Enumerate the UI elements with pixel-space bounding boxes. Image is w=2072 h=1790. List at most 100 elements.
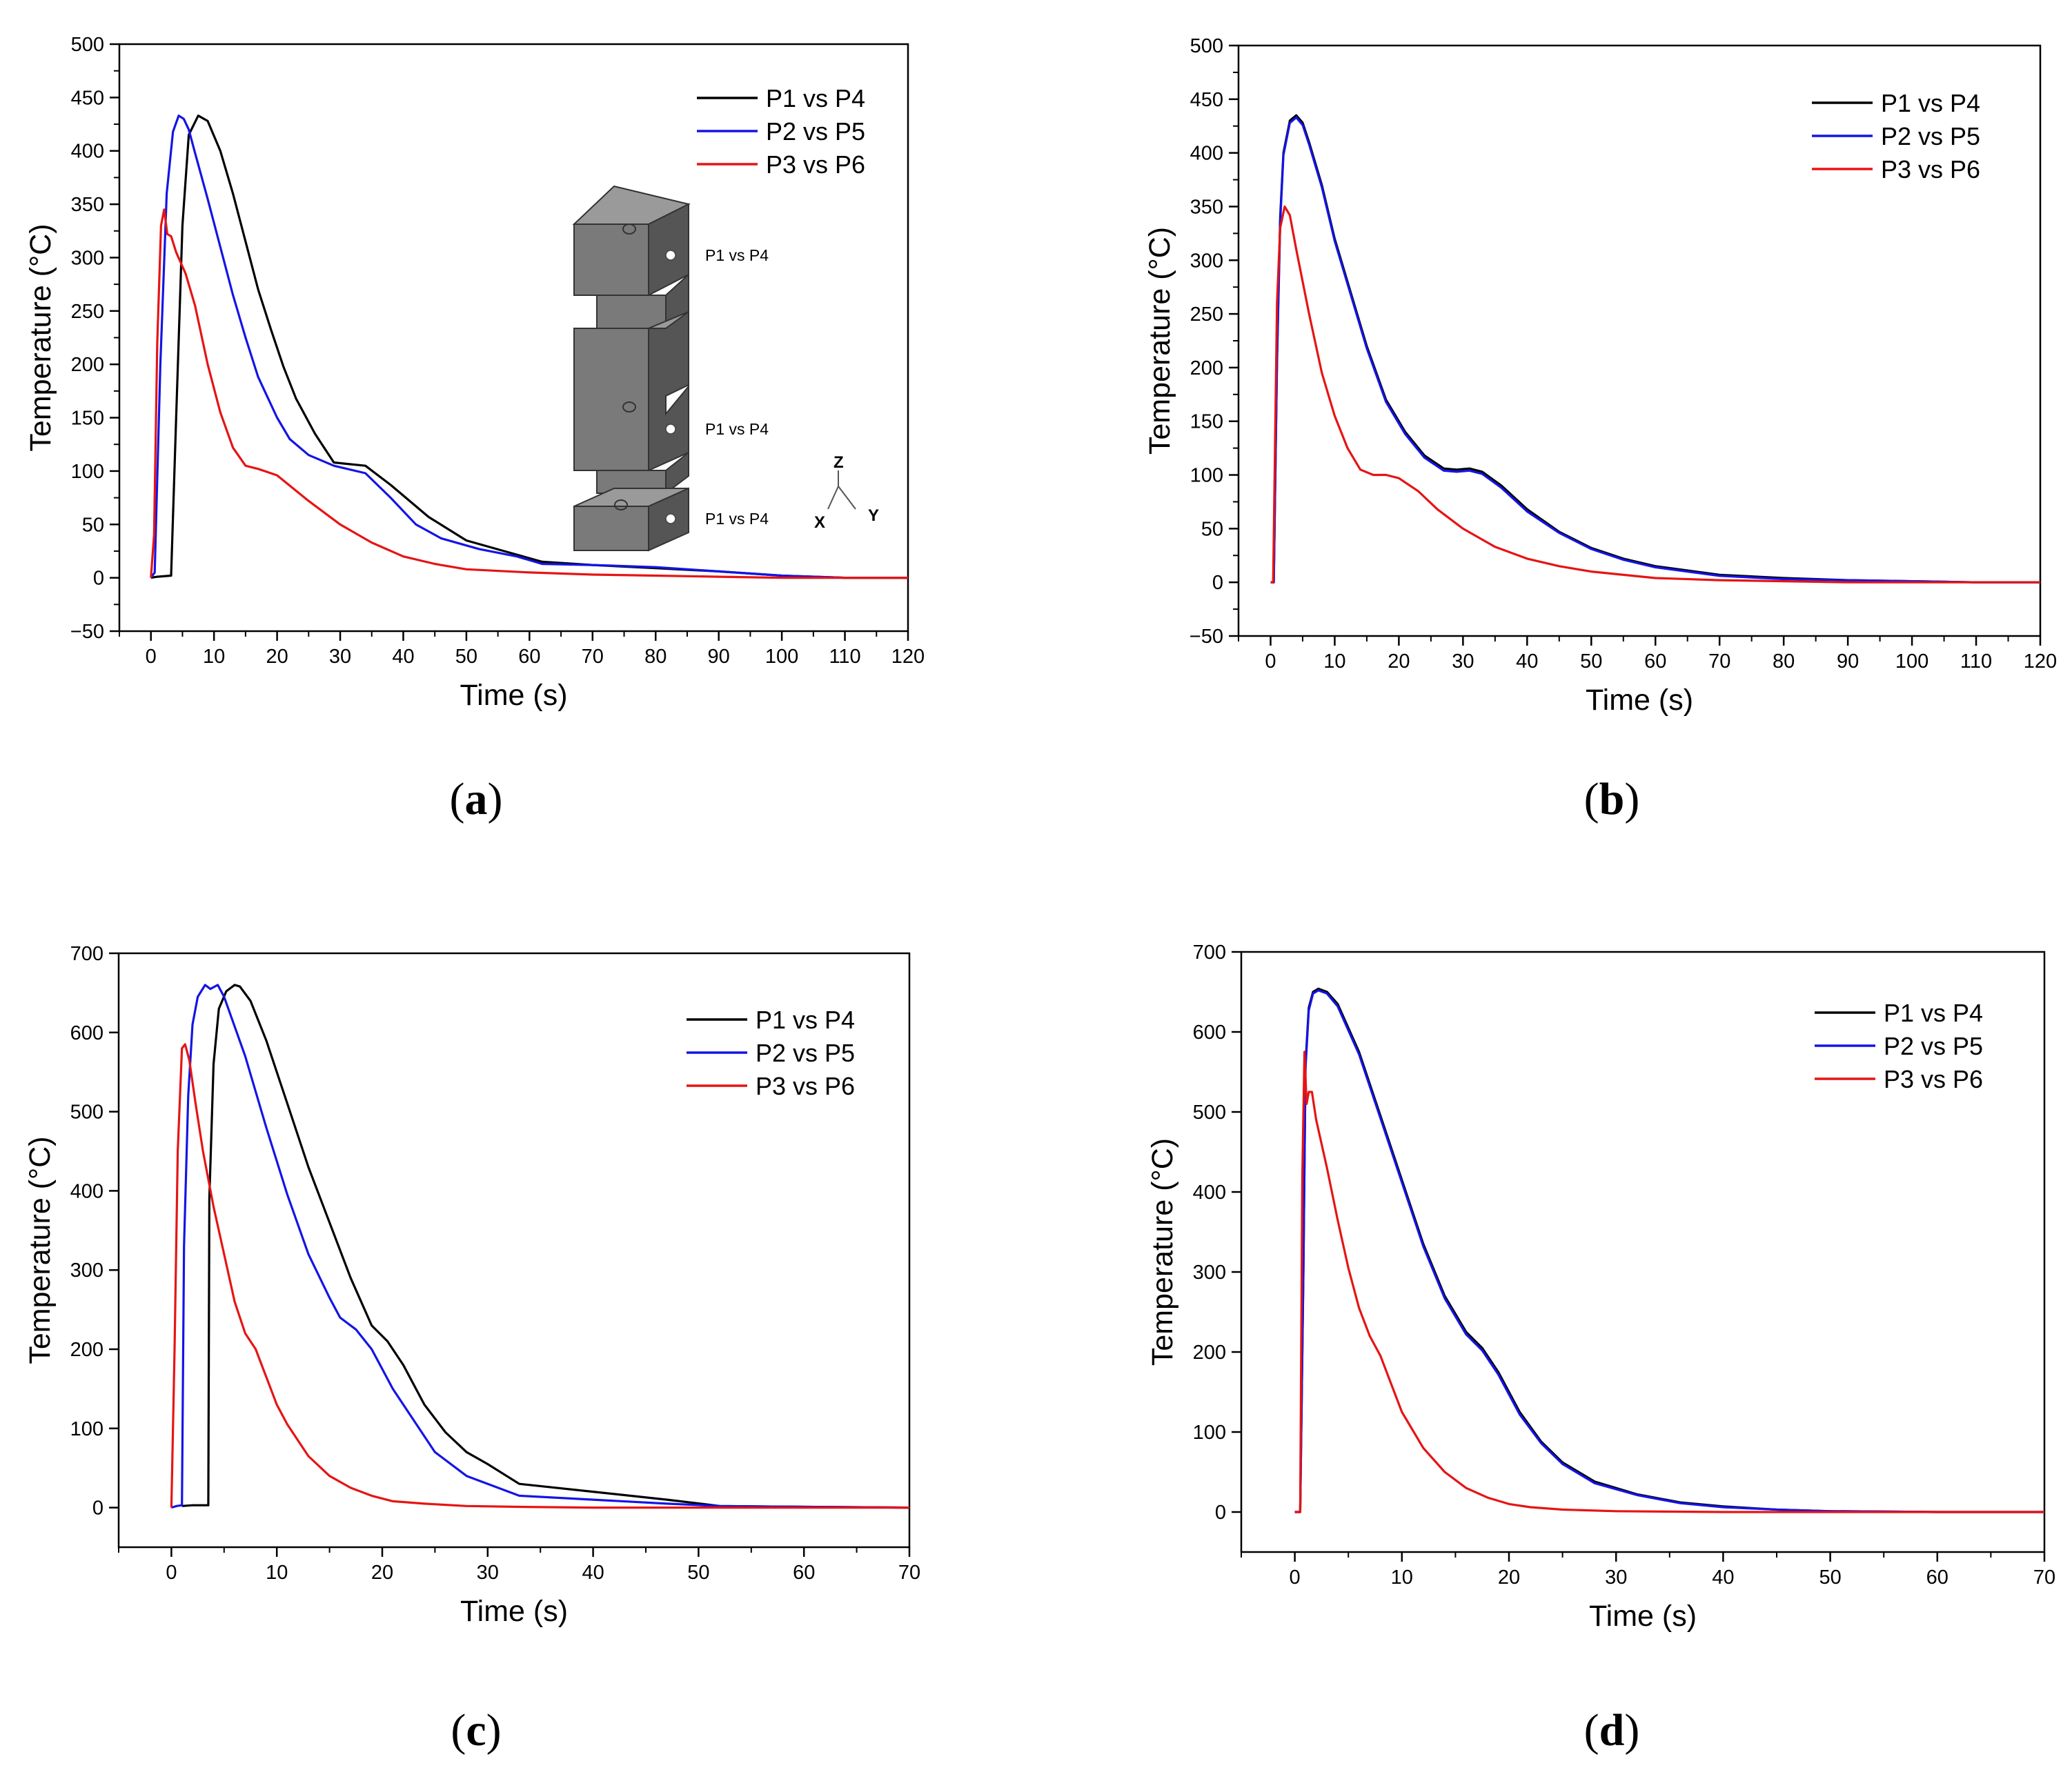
x-tick-label: 70 <box>898 1562 920 1584</box>
measurement-point <box>665 250 676 261</box>
x-tick-label: 120 <box>891 646 925 668</box>
y-tick-label: 400 <box>70 1180 103 1202</box>
y-tick-label: 100 <box>1193 1422 1226 1444</box>
inset-point-label: P1 vs P4 <box>705 246 769 264</box>
y-tick-label: −50 <box>70 621 104 643</box>
x-tick-label: 40 <box>1516 650 1538 673</box>
x-tick-label: 30 <box>1605 1567 1627 1589</box>
x-tick-label: 60 <box>1926 1567 1948 1589</box>
specimen-face <box>573 328 649 471</box>
specimen-face <box>648 311 689 329</box>
legend-label: P1 vs P4 <box>1884 999 1983 1027</box>
specimen-face <box>648 310 689 472</box>
triad-y-label: Y <box>868 506 879 525</box>
y-axis-label: Temperature (°C) <box>1146 1138 1179 1366</box>
y-axis-label: Temperature (°C) <box>1143 227 1176 455</box>
x-tick-label: 0 <box>166 1562 177 1584</box>
legend-label: P2 vs P5 <box>1881 122 1980 150</box>
y-axis-label: Temperature (°C) <box>24 223 57 451</box>
y-tick-label: 450 <box>1190 89 1223 111</box>
x-tick-label: 60 <box>793 1562 815 1584</box>
x-axis-label: Time (s) <box>1589 1600 1697 1633</box>
y-tick-label: 0 <box>1212 572 1223 594</box>
triad-x-label: X <box>814 513 825 532</box>
x-tick-label: 40 <box>582 1562 604 1584</box>
triad-z-label: Z <box>833 453 844 472</box>
specimen-face <box>573 223 649 296</box>
series-line-p3-vs-p6 <box>170 1043 909 1509</box>
y-tick-label: 200 <box>1190 357 1223 379</box>
y-tick-label: 400 <box>1193 1182 1226 1204</box>
series-line-p2-vs-p5 <box>1270 116 2040 584</box>
chart-panel-d: 0 10 20 30 40 50 60 700100200300400500600700Tim… <box>1146 942 2055 1756</box>
specimen-face <box>573 506 649 551</box>
y-tick-label: 500 <box>71 34 104 56</box>
y-tick-label: 700 <box>70 943 103 965</box>
y-tick-label: 100 <box>71 461 104 483</box>
legend-label: P3 vs P6 <box>766 150 865 179</box>
x-tick-label: 30 <box>477 1562 499 1584</box>
x-tick-label: 10 <box>1323 650 1345 673</box>
y-tick-label: 500 <box>1190 35 1223 57</box>
x-axis-label: Time (s) <box>460 679 567 712</box>
chart-panel-c: 0 10 20 30 40 50 60 700100200300400500600700Tim… <box>23 943 920 1756</box>
y-tick-label: 150 <box>1190 411 1223 433</box>
y-tick-label: 600 <box>70 1022 103 1044</box>
x-tick-label: 40 <box>392 646 414 668</box>
x-tick-label: 70 <box>582 646 604 668</box>
x-tick-label: 110 <box>1960 650 1992 673</box>
y-tick-label: 400 <box>1190 143 1223 165</box>
legend-label: P3 vs P6 <box>1884 1065 1983 1093</box>
series-line-p2-vs-p5 <box>1294 989 2044 1513</box>
y-tick-label: 450 <box>71 87 104 109</box>
x-tick-label: 90 <box>708 646 730 668</box>
x-tick-label: 50 <box>455 646 477 668</box>
y-tick-label: 350 <box>71 194 104 216</box>
series-line-p2-vs-p5 <box>170 984 909 1509</box>
x-tick-label: 20 <box>1498 1567 1520 1589</box>
y-tick-label: 300 <box>1190 250 1223 272</box>
y-tick-label: 250 <box>71 301 104 323</box>
y-tick-label: 0 <box>93 568 104 590</box>
y-tick-label: 200 <box>1193 1342 1226 1364</box>
y-tick-label: 400 <box>71 141 104 163</box>
y-axis-label: Temperature (°C) <box>23 1136 57 1364</box>
y-tick-label: 200 <box>71 354 104 376</box>
triad-x-axis <box>827 486 839 510</box>
x-axis-label: Time (s) <box>460 1595 568 1628</box>
y-tick-label: 500 <box>70 1102 103 1124</box>
x-tick-label: 70 <box>1708 650 1730 673</box>
x-tick-label: 50 <box>1819 1567 1841 1589</box>
y-tick-label: 300 <box>1193 1262 1226 1284</box>
x-tick-label: 80 <box>1773 650 1795 673</box>
hole-marker <box>622 401 636 412</box>
legend-label: P2 vs P5 <box>766 117 865 146</box>
x-tick-label: 10 <box>266 1562 288 1584</box>
inset-point-label: P1 vs P4 <box>705 510 769 528</box>
triad-y-axis <box>838 486 856 510</box>
x-tick-label: 110 <box>829 646 860 668</box>
x-tick-label: 20 <box>1388 650 1410 673</box>
series-line-p1-vs-p4 <box>150 115 908 579</box>
x-tick-label: 0 <box>1290 1567 1301 1589</box>
x-tick-label: 60 <box>518 646 540 668</box>
x-tick-label: 100 <box>765 646 798 668</box>
series-line-p1-vs-p4 <box>1270 114 2040 584</box>
y-tick-label: 0 <box>92 1498 103 1520</box>
specimen-inset: P1 vs P4 P1 vs P4 P1 vs P4 Z X Y <box>572 185 879 552</box>
y-tick-label: 500 <box>1193 1102 1226 1124</box>
legend-label: P2 vs P5 <box>1884 1032 1983 1060</box>
series-line-p1-vs-p4 <box>181 984 909 1509</box>
hole-marker <box>614 499 628 510</box>
y-tick-label: 600 <box>1193 1022 1226 1044</box>
chart-panel-b: 0 10 20 30 40 50 60 70 80 90 100 110 120 −50 0 50 100 150… <box>1143 35 2057 824</box>
x-tick-label: 20 <box>266 646 288 668</box>
y-tick-label: 100 <box>70 1418 103 1440</box>
panel-caption: (c) <box>451 1705 501 1756</box>
y-tick-label: 350 <box>1190 196 1223 218</box>
x-tick-label: 0 <box>1265 650 1276 673</box>
x-tick-label: 50 <box>1580 650 1602 673</box>
legend-label: P2 vs P5 <box>756 1039 855 1067</box>
hole-marker <box>622 223 636 235</box>
